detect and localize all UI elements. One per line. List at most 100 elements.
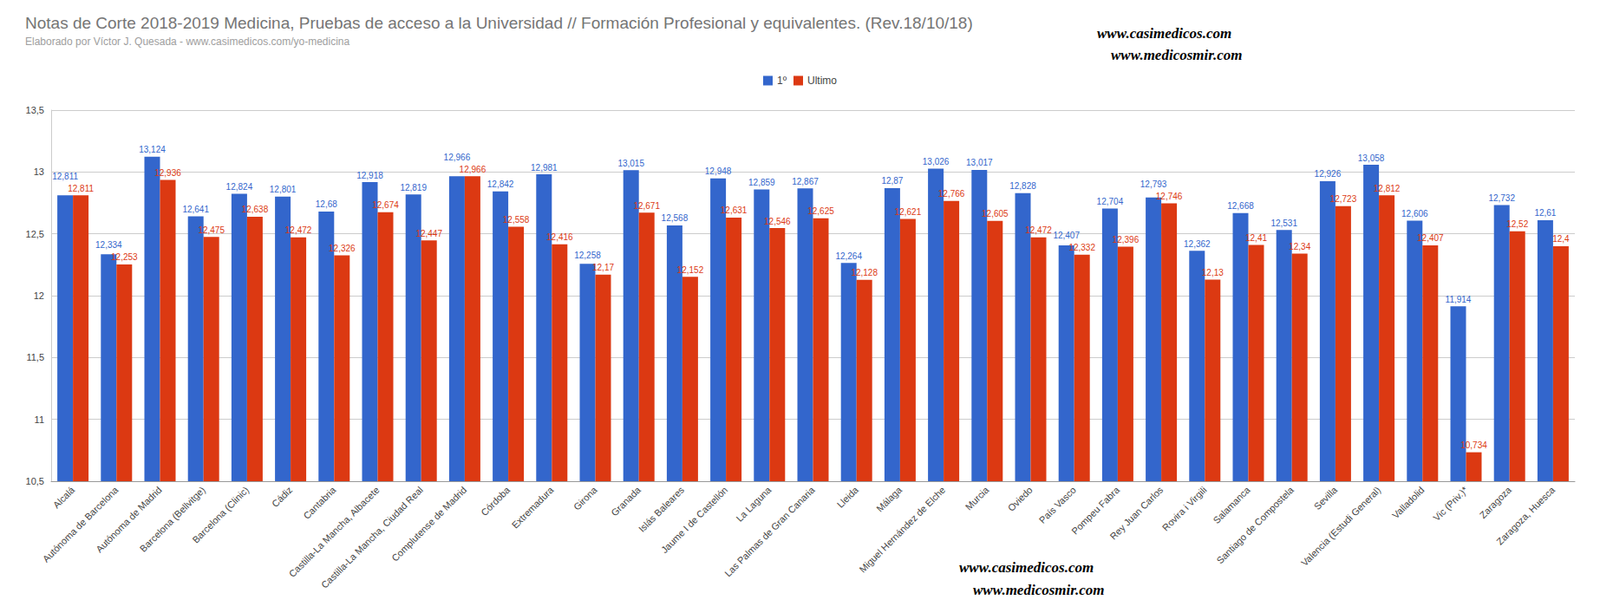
svg-text:12,334: 12,334 (95, 240, 123, 250)
svg-text:Valencia (Estudi General): Valencia (Estudi General) (1299, 484, 1383, 569)
svg-text:12,811: 12,811 (67, 183, 94, 194)
svg-text:12,824: 12,824 (226, 182, 254, 192)
svg-text:13: 13 (33, 166, 45, 177)
svg-text:12,966: 12,966 (459, 164, 487, 175)
svg-text:12,966: 12,966 (444, 152, 471, 163)
svg-text:www.casimedicos.com: www.casimedicos.com (1097, 25, 1232, 42)
svg-text:12,128: 12,128 (850, 267, 878, 278)
svg-text:www.medicosmir.com: www.medicosmir.com (973, 581, 1104, 599)
svg-text:12,746: 12,746 (1155, 191, 1183, 202)
svg-text:12,621: 12,621 (894, 207, 922, 217)
svg-text:Jaume I de Castellón: Jaume I de Castellón (659, 484, 730, 556)
svg-text:Oviedo: Oviedo (1005, 484, 1035, 514)
svg-text:Rovira i Virgili: Rovira i Virgili (1160, 484, 1209, 534)
svg-text:12,811: 12,811 (52, 171, 79, 182)
svg-text:12,472: 12,472 (1025, 225, 1052, 236)
svg-text:12,152: 12,152 (677, 265, 705, 275)
svg-text:12,981: 12,981 (530, 163, 558, 173)
svg-text:12,264: 12,264 (835, 251, 863, 262)
svg-text:12,447: 12,447 (415, 228, 443, 239)
svg-text:12,13: 12,13 (1201, 267, 1224, 278)
svg-text:12,568: 12,568 (661, 213, 689, 223)
svg-text:Cantabria: Cantabria (300, 483, 339, 522)
svg-text:12,407: 12,407 (1052, 230, 1080, 241)
svg-text:Castilla-La Mancha, Albacete: Castilla-La Mancha, Albacete (287, 484, 382, 580)
svg-text:12,766: 12,766 (938, 189, 966, 199)
svg-text:Elaborado por Víctor J. Quesad: Elaborado por Víctor J. Quesada - www.ca… (25, 35, 350, 48)
svg-text:11: 11 (34, 414, 45, 425)
svg-text:12,605: 12,605 (981, 208, 1009, 219)
svg-text:Sevilla: Sevilla (1312, 483, 1340, 512)
svg-text:Extremadura: Extremadura (509, 483, 557, 531)
svg-text:13,5: 13,5 (26, 104, 45, 116)
svg-text:Lleida: Lleida (835, 483, 862, 510)
svg-text:Valladolid: Valladolid (1390, 484, 1427, 522)
svg-text:12,948: 12,948 (705, 166, 732, 177)
svg-text:País Vasco: País Vasco (1037, 484, 1078, 526)
svg-text:Las Palmas de Gran Canaria: Las Palmas de Gran Canaria (722, 483, 817, 579)
svg-text:12,671: 12,671 (633, 201, 660, 211)
svg-text:12,668: 12,668 (1227, 201, 1254, 211)
svg-text:12,732: 12,732 (1488, 193, 1516, 203)
svg-text:13,058: 13,058 (1358, 153, 1385, 164)
svg-text:12,531: 12,531 (1270, 218, 1298, 229)
svg-text:12,638: 12,638 (241, 204, 269, 215)
svg-text:12,859: 12,859 (748, 177, 776, 188)
svg-text:12,326: 12,326 (328, 243, 356, 254)
svg-text:Miguel Hernández de Elche: Miguel Hernández de Elche (856, 484, 947, 575)
svg-text:12,475: 12,475 (197, 225, 225, 236)
svg-text:12,828: 12,828 (1009, 181, 1037, 191)
svg-text:12,416: 12,416 (546, 232, 574, 242)
svg-text:12,87: 12,87 (881, 176, 903, 186)
svg-text:13,124: 13,124 (138, 144, 166, 155)
svg-text:Córdoba: Córdoba (478, 483, 513, 518)
svg-text:13,026: 13,026 (922, 156, 950, 167)
svg-text:12,396: 12,396 (1112, 235, 1140, 245)
svg-text:12,472: 12,472 (285, 225, 313, 236)
svg-text:Vic (Priv.)*: Vic (Priv.)* (1430, 483, 1470, 523)
svg-text:13,017: 13,017 (966, 157, 993, 168)
svg-text:12,801: 12,801 (269, 184, 297, 195)
svg-text:12,793: 12,793 (1140, 179, 1168, 190)
svg-text:Santiago de Compostela: Santiago de Compostela (1214, 483, 1296, 566)
svg-text:Málaga: Málaga (874, 483, 905, 515)
svg-text:12,258: 12,258 (574, 250, 601, 261)
svg-text:13,015: 13,015 (617, 158, 645, 169)
svg-text:12,558: 12,558 (502, 215, 530, 225)
svg-text:12,723: 12,723 (1330, 194, 1358, 204)
svg-text:Salamanca: Salamanca (1210, 483, 1253, 526)
svg-text:12,546: 12,546 (764, 216, 791, 227)
svg-text:12,5: 12,5 (26, 228, 45, 240)
svg-text:Zaragoza, Huesca: Zaragoza, Huesca (1494, 483, 1558, 548)
svg-text:12,631: 12,631 (720, 205, 748, 216)
svg-text:Rey Juan Carlos: Rey Juan Carlos (1107, 483, 1165, 542)
svg-text:12,253: 12,253 (111, 252, 138, 262)
svg-text:12,867: 12,867 (791, 176, 819, 187)
svg-text:www.medicosmir.com: www.medicosmir.com (1110, 46, 1242, 64)
svg-text:12,17: 12,17 (592, 262, 614, 273)
svg-text:Autónoma de Barcelona: Autónoma de Barcelona (40, 483, 121, 564)
svg-text:Complutense de Madrid: Complutense de Madrid (389, 484, 469, 564)
svg-text:12,842: 12,842 (487, 179, 515, 190)
svg-text:1º: 1º (777, 74, 788, 87)
svg-text:12: 12 (33, 290, 45, 301)
svg-text:Ultimo: Ultimo (807, 74, 837, 87)
svg-text:12,704: 12,704 (1097, 196, 1124, 207)
svg-text:www.casimedicos.com: www.casimedicos.com (959, 559, 1094, 576)
svg-text:12,674: 12,674 (372, 200, 399, 210)
svg-text:Zaragoza: Zaragoza (1477, 483, 1515, 521)
svg-text:12,68: 12,68 (315, 199, 338, 209)
svg-text:10,734: 10,734 (1460, 440, 1488, 451)
svg-text:12,606: 12,606 (1401, 208, 1429, 219)
svg-text:12,625: 12,625 (807, 206, 835, 216)
svg-text:12,362: 12,362 (1183, 239, 1211, 249)
svg-text:12,918: 12,918 (356, 170, 384, 181)
svg-text:Barcelona (Clinic): Barcelona (Clinic) (189, 484, 251, 546)
svg-text:Girona: Girona (571, 483, 600, 512)
svg-text:11,914: 11,914 (1445, 294, 1472, 305)
svg-text:12,52: 12,52 (1506, 219, 1529, 229)
svg-text:12,641: 12,641 (182, 204, 209, 215)
svg-text:12,4: 12,4 (1552, 234, 1570, 244)
svg-text:12,819: 12,819 (399, 182, 427, 193)
svg-text:12,34: 12,34 (1288, 241, 1311, 252)
